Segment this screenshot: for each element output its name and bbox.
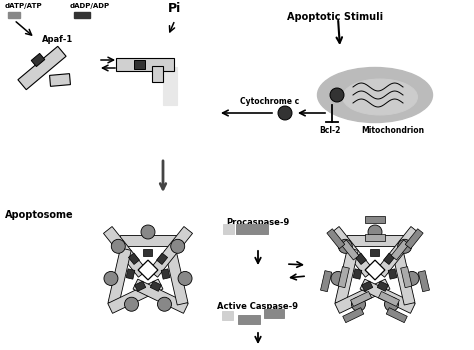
- Circle shape: [338, 239, 352, 253]
- Polygon shape: [140, 262, 156, 278]
- Polygon shape: [18, 46, 66, 90]
- Bar: [264, 309, 284, 318]
- Circle shape: [368, 225, 382, 239]
- Polygon shape: [362, 281, 373, 291]
- Text: Cytochrome c: Cytochrome c: [240, 97, 300, 106]
- Polygon shape: [351, 292, 372, 307]
- Polygon shape: [388, 269, 397, 279]
- Polygon shape: [376, 226, 419, 277]
- Polygon shape: [367, 262, 383, 278]
- Circle shape: [398, 239, 412, 253]
- Polygon shape: [327, 229, 345, 249]
- Polygon shape: [133, 279, 188, 313]
- Polygon shape: [418, 271, 429, 292]
- Circle shape: [278, 106, 292, 120]
- Text: Bcl-2: Bcl-2: [319, 126, 341, 135]
- Polygon shape: [161, 269, 170, 279]
- Polygon shape: [138, 260, 158, 280]
- Bar: [8, 12, 20, 18]
- Circle shape: [141, 225, 155, 239]
- Text: Active Caspase-9: Active Caspase-9: [218, 302, 299, 311]
- Polygon shape: [31, 54, 45, 66]
- Polygon shape: [347, 236, 403, 246]
- Text: Pi: Pi: [168, 2, 181, 15]
- Polygon shape: [128, 253, 139, 265]
- Bar: [163, 67, 177, 105]
- Polygon shape: [343, 308, 364, 323]
- Circle shape: [352, 297, 365, 311]
- Polygon shape: [165, 248, 188, 305]
- Polygon shape: [360, 279, 415, 313]
- Bar: [238, 315, 260, 324]
- Bar: [223, 224, 234, 234]
- Polygon shape: [149, 226, 192, 277]
- Ellipse shape: [343, 79, 418, 115]
- Text: Procaspase-9: Procaspase-9: [227, 218, 290, 227]
- Text: Apoptotic Stimuli: Apoptotic Stimuli: [287, 12, 383, 22]
- Ellipse shape: [318, 68, 432, 122]
- Polygon shape: [103, 226, 147, 277]
- Polygon shape: [50, 74, 71, 86]
- Polygon shape: [365, 234, 385, 241]
- Polygon shape: [371, 248, 380, 256]
- Text: Apaf-1: Apaf-1: [42, 35, 73, 44]
- Polygon shape: [365, 216, 385, 223]
- Circle shape: [178, 272, 192, 286]
- Text: Mitochondrion: Mitochondrion: [362, 126, 425, 135]
- Polygon shape: [140, 262, 156, 278]
- Polygon shape: [135, 281, 146, 291]
- Polygon shape: [144, 248, 153, 256]
- Polygon shape: [377, 281, 388, 291]
- Polygon shape: [150, 281, 161, 291]
- Circle shape: [331, 272, 345, 286]
- Polygon shape: [392, 248, 415, 305]
- Polygon shape: [338, 267, 349, 288]
- Polygon shape: [108, 279, 163, 313]
- Polygon shape: [386, 308, 407, 323]
- Circle shape: [104, 272, 118, 286]
- Polygon shape: [335, 248, 358, 305]
- Polygon shape: [153, 66, 164, 82]
- Polygon shape: [335, 279, 390, 313]
- Polygon shape: [341, 240, 359, 260]
- Bar: [74, 12, 90, 18]
- Polygon shape: [383, 253, 395, 265]
- Circle shape: [330, 88, 344, 102]
- Polygon shape: [365, 260, 385, 280]
- Text: dADP/ADP: dADP/ADP: [70, 3, 110, 9]
- Bar: [236, 224, 268, 234]
- Polygon shape: [378, 292, 400, 307]
- Polygon shape: [353, 269, 362, 279]
- Circle shape: [405, 272, 419, 286]
- Polygon shape: [156, 253, 168, 265]
- Polygon shape: [330, 226, 374, 277]
- Polygon shape: [391, 240, 409, 260]
- Text: dATP/ATP: dATP/ATP: [5, 3, 43, 9]
- Polygon shape: [126, 269, 135, 279]
- Circle shape: [384, 297, 399, 311]
- Polygon shape: [320, 271, 332, 292]
- Polygon shape: [116, 57, 174, 70]
- Polygon shape: [356, 253, 366, 265]
- Text: Apoptosome: Apoptosome: [5, 210, 73, 220]
- Polygon shape: [120, 236, 176, 246]
- Polygon shape: [405, 229, 423, 249]
- Circle shape: [125, 297, 138, 311]
- Polygon shape: [108, 248, 131, 305]
- Polygon shape: [367, 262, 383, 278]
- Circle shape: [111, 239, 125, 253]
- Circle shape: [171, 239, 185, 253]
- Polygon shape: [135, 60, 146, 69]
- Polygon shape: [140, 262, 156, 278]
- Polygon shape: [367, 262, 383, 278]
- Circle shape: [157, 297, 172, 311]
- Polygon shape: [401, 267, 412, 288]
- Bar: [222, 311, 233, 320]
